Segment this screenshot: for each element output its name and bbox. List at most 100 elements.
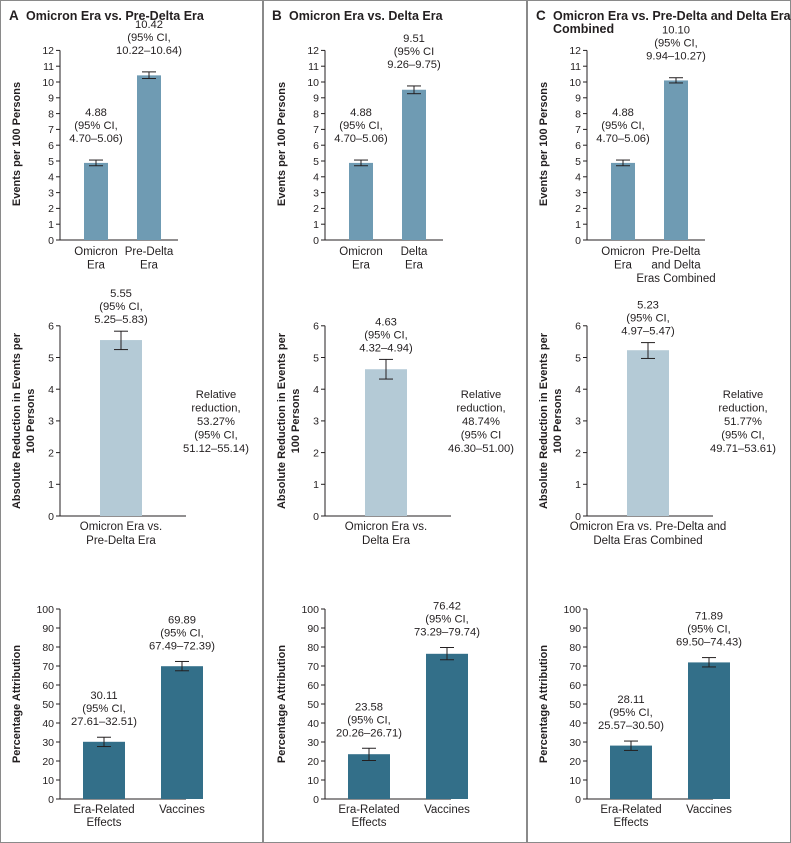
x-tick-label: Era [140, 260, 159, 272]
relative-reduction-label: 49.71–53.61) [710, 443, 776, 455]
bar [348, 754, 390, 799]
y-tick-label: 6 [313, 140, 319, 152]
bar [611, 162, 635, 240]
y-tick-label: 3 [575, 416, 581, 428]
relative-reduction-label: 53.27% [197, 416, 235, 428]
y-axis-title: 100 Persons [290, 389, 302, 454]
y-tick-label: 70 [42, 661, 54, 673]
y-tick-label: 3 [575, 187, 581, 199]
y-tick-label: 40 [569, 718, 581, 730]
bar [664, 80, 688, 240]
y-tick-label: 5 [575, 352, 581, 364]
y-tick-label: 6 [48, 140, 54, 152]
y-tick-label: 8 [313, 108, 319, 120]
y-axis-title: Percentage Attribution [538, 645, 550, 763]
x-tick-label: Vaccines [424, 804, 470, 816]
x-tick-label: Vaccines [159, 804, 205, 816]
y-tick-label: 2 [48, 447, 54, 459]
y-tick-label: 4 [575, 384, 581, 396]
data-label: 9.51 [403, 33, 425, 45]
y-tick-label: 1 [48, 219, 54, 231]
y-tick-label: 2 [575, 447, 581, 459]
y-tick-label: 1 [313, 479, 319, 491]
y-tick-label: 6 [575, 140, 581, 152]
data-label: 4.70–5.06) [69, 133, 123, 145]
y-tick-label: 30 [569, 737, 581, 749]
x-tick-label: Era-Related [600, 804, 661, 816]
data-label: 28.11 [617, 694, 644, 706]
data-label: (95% CI, [347, 714, 391, 726]
y-tick-label: 1 [48, 479, 54, 491]
y-tick-label: 90 [42, 623, 54, 635]
y-tick-label: 20 [569, 756, 581, 768]
data-label: (95% CI, [160, 627, 204, 639]
y-tick-label: 20 [42, 756, 54, 768]
data-label: 23.58 [355, 701, 383, 713]
x-tick-label: Eras Combined [636, 273, 715, 285]
data-label: 30.11 [90, 690, 117, 702]
relative-reduction-label: Relative [723, 389, 763, 401]
y-tick-label: 4 [48, 384, 54, 396]
y-tick-label: 9 [48, 93, 54, 105]
relative-reduction-label: 48.74% [462, 416, 500, 428]
y-tick-label: 2 [313, 203, 319, 215]
y-tick-label: 30 [42, 737, 54, 749]
y-tick-label: 12 [569, 45, 581, 57]
data-label: 10.42 [135, 19, 163, 31]
x-tick-label: and Delta [651, 260, 701, 272]
x-tick-label: Effects [614, 817, 649, 829]
y-tick-label: 10 [42, 77, 54, 89]
data-label: 73.29–79.74) [414, 626, 480, 638]
bar [402, 89, 426, 240]
reduction-chart: 0 1 2 3 4 5 6 Absolute Reduction in Events per 1… [11, 288, 249, 547]
data-label: (95% CI, [654, 38, 698, 50]
data-label: 10.22–10.64) [116, 45, 182, 57]
y-tick-label: 5 [575, 156, 581, 168]
relative-reduction-label: Relative [196, 389, 236, 401]
data-label: (95% CI, [99, 301, 143, 313]
y-tick-label: 1 [575, 219, 581, 231]
y-tick-label: 4 [313, 384, 319, 396]
data-label: 4.63 [375, 316, 397, 328]
relative-reduction-label: reduction, [718, 403, 767, 415]
x-tick-label: Era-Related [73, 804, 134, 816]
bar [84, 162, 108, 240]
y-tick-label: 9 [575, 93, 581, 105]
data-label: 27.61–32.51) [71, 716, 137, 728]
data-label: 4.88 [612, 107, 634, 119]
y-tick-label: 2 [313, 447, 319, 459]
x-tick-label: Pre-Delta [125, 246, 174, 258]
y-axis-title: 100 Persons [552, 389, 564, 454]
attribution-chart: 0 10 20 30 40 50 60 70 80 90 100 Percentage Attribu… [276, 600, 480, 829]
data-label: (95% CI, [601, 120, 645, 132]
attribution-chart: 0 10 20 30 40 50 60 70 80 90 100 Percentage Attribu… [11, 604, 215, 829]
y-tick-label: 20 [307, 756, 319, 768]
y-tick-label: 0 [48, 235, 54, 247]
data-label: 4.70–5.06) [596, 133, 650, 145]
y-tick-label: 7 [48, 124, 54, 136]
panel-letter: B [272, 8, 282, 23]
x-tick-label: Era [614, 260, 633, 272]
data-label: 10.10 [662, 25, 690, 37]
data-label: 67.49–72.39) [149, 640, 215, 652]
panel-headers: A Omicron Era vs. Pre-Delta Era B Omicron E… [9, 8, 791, 36]
y-tick-label: 11 [570, 61, 581, 73]
data-label: 69.50–74.43) [676, 637, 742, 649]
y-tick-label: 2 [575, 203, 581, 215]
y-tick-label: 11 [308, 61, 319, 73]
y-tick-label: 4 [48, 172, 54, 184]
data-label: 71.89 [695, 611, 723, 623]
relative-reduction-label: 46.30–51.00) [448, 443, 514, 455]
y-tick-label: 0 [575, 794, 581, 806]
y-tick-label: 10 [307, 775, 319, 787]
y-axis-title: Percentage Attribution [276, 645, 288, 763]
y-tick-label: 0 [48, 511, 54, 523]
panel-title: Omicron Era vs. Delta Era [289, 9, 444, 23]
data-label: 5.55 [110, 288, 132, 300]
data-label: 4.88 [350, 107, 372, 119]
y-tick-label: 2 [48, 203, 54, 215]
y-tick-label: 8 [48, 108, 54, 120]
bar [137, 75, 161, 240]
